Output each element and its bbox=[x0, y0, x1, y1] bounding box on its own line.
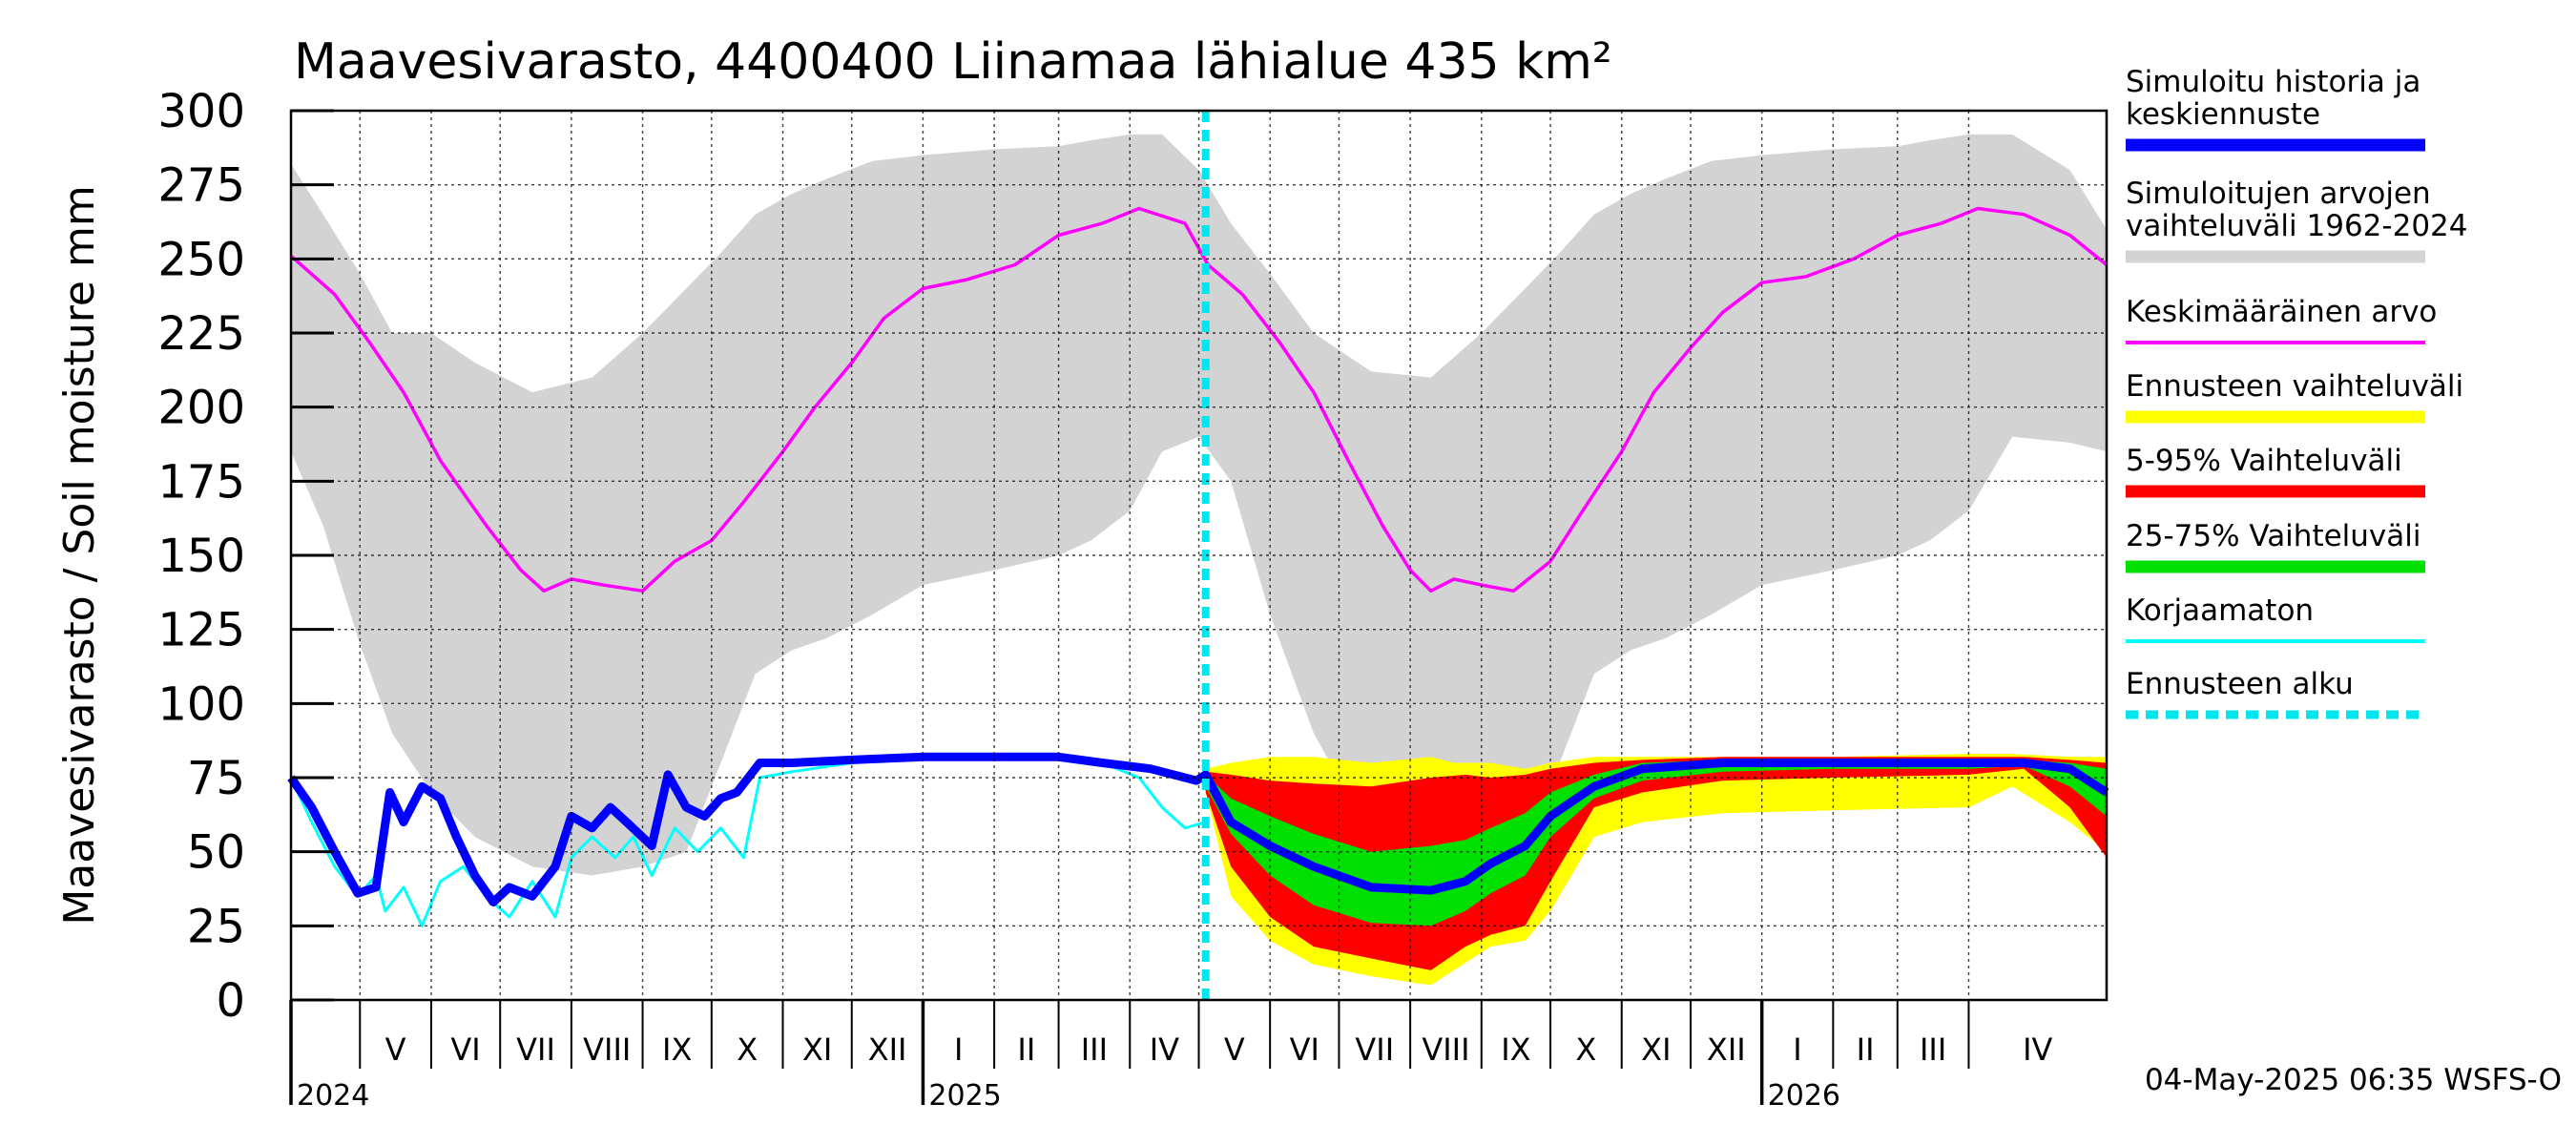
chart-title: Maavesivarasto, 4400400 Liinamaa lähialu… bbox=[294, 33, 1612, 91]
plot-area bbox=[287, 111, 2109, 1000]
x-month-label-2025-02: II bbox=[1017, 1031, 1035, 1068]
x-month-label-2024-06: VI bbox=[450, 1031, 480, 1068]
x-month-label-2024-07: VII bbox=[516, 1031, 555, 1068]
legend-label-7: Ennusteen alku bbox=[2126, 667, 2354, 701]
x-month-label-2025-04: IV bbox=[1150, 1031, 1179, 1068]
x-month-label-2025-08: VIII bbox=[1422, 1031, 1469, 1068]
legend-label-5: 25-75% Vaihteluväli bbox=[2126, 519, 2421, 553]
x-month-label-2024-10: X bbox=[737, 1031, 758, 1068]
y-tick-label-125: 125 bbox=[157, 604, 245, 657]
x-month-label-2025-01: I bbox=[954, 1031, 963, 1068]
y-tick-label-250: 250 bbox=[157, 233, 245, 286]
y-tick-label-0: 0 bbox=[216, 974, 245, 1028]
x-month-label-2026-04: IV bbox=[2023, 1031, 2052, 1068]
legend-label-4: 5-95% Vaihteluväli bbox=[2126, 444, 2402, 478]
gridlines bbox=[291, 111, 2107, 1000]
y-axis-ticks: 0 25 50 75 100 125 150 175 200 225 250 275 300 bbox=[157, 85, 334, 1028]
x-month-label-2025-09: IX bbox=[1501, 1031, 1530, 1068]
y-tick-label-25: 25 bbox=[187, 900, 245, 953]
x-month-label-2024-09: IX bbox=[662, 1031, 692, 1068]
x-month-label-2026-01: I bbox=[1793, 1031, 1801, 1068]
x-axis-ticks: V VI VII VIII IX X XI XII I II III IV V VI VII VIII IX X X… bbox=[289, 1000, 2053, 1113]
x-month-label-2025-10: X bbox=[1575, 1031, 1596, 1068]
x-month-label-2024-05: V bbox=[385, 1031, 406, 1068]
x-month-label-2024-08: VIII bbox=[583, 1031, 631, 1068]
x-month-label-2026-03: III bbox=[1920, 1031, 1946, 1068]
y-tick-label-275: 275 bbox=[157, 159, 245, 213]
x-month-label-2026-02: II bbox=[1857, 1031, 1875, 1068]
y-tick-label-100: 100 bbox=[157, 677, 245, 731]
band-hist_range bbox=[291, 134, 2107, 876]
x-month-label-2025-12: XII bbox=[1707, 1031, 1746, 1068]
y-tick-label-200: 200 bbox=[157, 382, 245, 435]
y-tick-label-300: 300 bbox=[157, 85, 245, 138]
x-month-label-2025-07: VII bbox=[1355, 1031, 1394, 1068]
x-month-label-2024-11: XI bbox=[802, 1031, 832, 1068]
legend-label-6: Korjaamaton bbox=[2126, 593, 2314, 628]
y-tick-label-75: 75 bbox=[187, 752, 245, 805]
y-tick-label-50: 50 bbox=[187, 826, 245, 880]
x-year-label-2025: 2025 bbox=[928, 1079, 1001, 1113]
y-tick-label-175: 175 bbox=[157, 455, 245, 509]
x-month-label-2024-12: XII bbox=[868, 1031, 907, 1068]
x-year-label-2024: 2024 bbox=[297, 1079, 369, 1113]
x-month-label-2025-03: III bbox=[1081, 1031, 1108, 1068]
legend-label-1: Simuloitujen arvojen vaihteluväli 1962-20… bbox=[2126, 177, 2467, 243]
x-month-label-2025-11: XI bbox=[1641, 1031, 1671, 1068]
line-simulated bbox=[287, 752, 2109, 906]
legend-label-2: Keskimääräinen arvo bbox=[2126, 295, 2437, 329]
y-tick-label-225: 225 bbox=[157, 307, 245, 361]
x-year-label-2026: 2026 bbox=[1768, 1079, 1840, 1113]
timestamp-footer: 04-May-2025 06:35 WSFS-O bbox=[2145, 1063, 2562, 1097]
legend: Simuloitu historia ja keskiennuste Simuloi… bbox=[2126, 65, 2467, 719]
legend-label-0: Simuloitu historia ja keskiennuste bbox=[2126, 65, 2420, 132]
y-tick-label-150: 150 bbox=[157, 530, 245, 583]
legend-label-3: Ennusteen vaihteluväli bbox=[2126, 369, 2463, 404]
band-p25_75 bbox=[1205, 760, 2107, 926]
x-month-label-2025-05: V bbox=[1224, 1031, 1245, 1068]
y-axis-label: Maavesivarasto / Soil moisture mm bbox=[55, 185, 104, 925]
x-month-label-2025-06: VI bbox=[1290, 1031, 1319, 1068]
